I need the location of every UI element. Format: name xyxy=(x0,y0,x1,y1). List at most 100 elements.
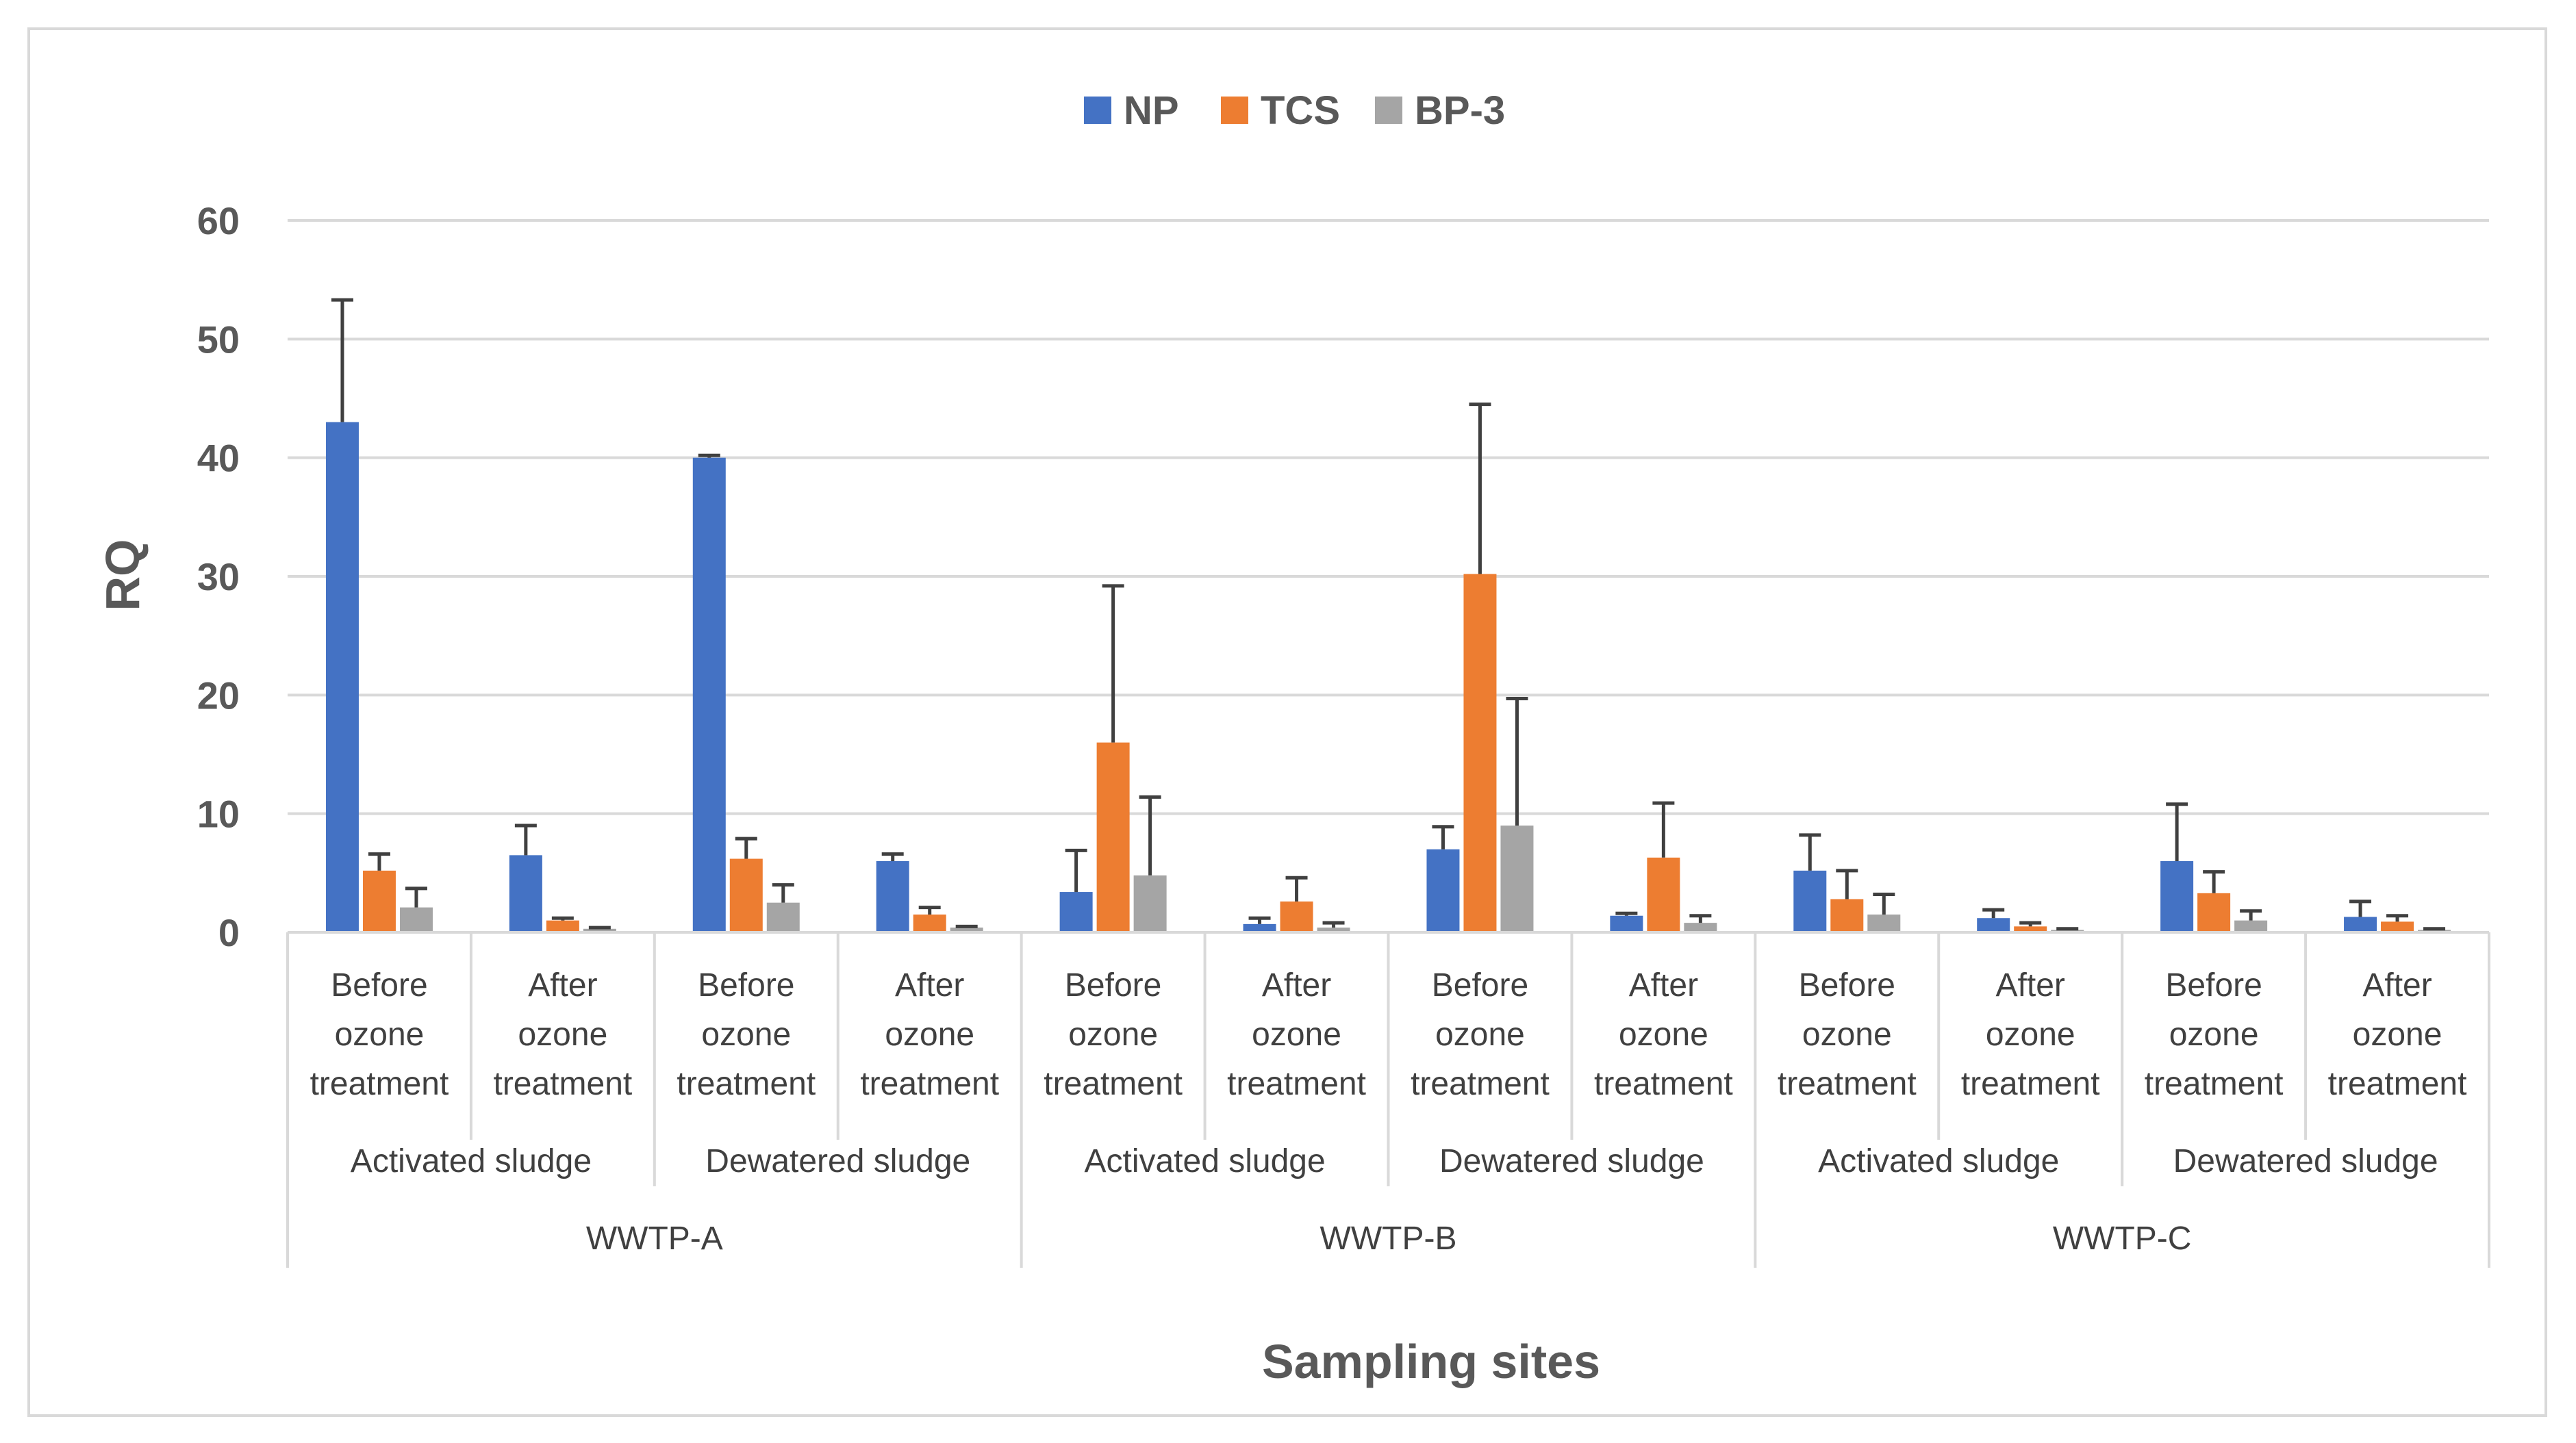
bar-np xyxy=(1243,923,1276,932)
x-tick-label-treatment: ozone xyxy=(1252,1017,1341,1053)
bar-np xyxy=(2160,861,2194,932)
x-tick-label-treatment: treatment xyxy=(1411,1066,1550,1102)
x-tick-label-treatment: ozone xyxy=(1435,1017,1525,1053)
bar-np xyxy=(1610,915,1643,932)
y-tick-labels: 0 10 20 30 40 50 60 xyxy=(197,199,240,954)
bar-bp-3 xyxy=(1500,826,1534,932)
legend-swatch-tcs xyxy=(1221,97,1248,124)
bar-np xyxy=(692,457,726,932)
bar-tcs xyxy=(1830,899,1864,932)
x-tick-label-treatment: treatment xyxy=(1594,1066,1733,1102)
bar-np xyxy=(1059,892,1093,932)
legend-label-tcs: TCS xyxy=(1261,88,1340,133)
x-tick-label-site: WWTP-B xyxy=(1320,1221,1457,1257)
bar-np xyxy=(1977,918,2010,932)
x-tick-label-treatment: ozone xyxy=(701,1017,791,1053)
x-tick-label-treatment: ozone xyxy=(1802,1017,1892,1053)
x-tick-label-treatment: After xyxy=(528,967,597,1004)
bar-tcs xyxy=(2197,893,2231,932)
x-tick-label-treatment: Before xyxy=(1065,967,1161,1004)
y-tick-label: 10 xyxy=(197,793,240,836)
x-tick-label-treatment: Before xyxy=(2165,967,2262,1004)
bar-np xyxy=(1426,849,1460,932)
gridlines xyxy=(288,219,2489,815)
x-tick-label-treatment: treatment xyxy=(677,1066,816,1102)
x-tick-label-treatment: treatment xyxy=(493,1066,632,1102)
x-tick-label-treatment: Before xyxy=(1432,967,1528,1004)
x-tick-label-treatment: treatment xyxy=(310,1066,449,1102)
y-tick-label: 60 xyxy=(197,199,240,242)
x-tick-label-treatment: treatment xyxy=(2328,1066,2467,1102)
legend-swatch-np xyxy=(1084,97,1111,124)
bar-tcs xyxy=(2014,926,2047,932)
x-tick-label-treatment: ozone xyxy=(2169,1017,2259,1053)
x-tick-label-treatment: ozone xyxy=(2353,1017,2442,1053)
x-tick-label-treatment: treatment xyxy=(860,1066,999,1102)
x-tick-label-treatment: ozone xyxy=(1619,1017,1708,1053)
bar-bp-3 xyxy=(399,907,433,932)
x-tick-label-treatment: Before xyxy=(331,967,427,1004)
x-tick-label-site: WWTP-A xyxy=(586,1221,723,1257)
x-axis-title: Sampling sites xyxy=(1262,1335,1600,1388)
bar-bp-3 xyxy=(583,928,616,932)
legend-label-bp-3: BP-3 xyxy=(1415,88,1505,133)
chart-frame xyxy=(27,27,2547,1417)
x-tick-label-sludge: Dewatered sludge xyxy=(2173,1143,2438,1179)
bar-tcs xyxy=(1280,901,1313,932)
x-tick-label-site: WWTP-C xyxy=(2053,1221,2192,1257)
bar-tcs xyxy=(2381,921,2414,932)
x-tick-label-treatment: After xyxy=(1262,967,1331,1004)
x-tick-label-treatment: treatment xyxy=(1227,1066,1366,1102)
legend-label-np: NP xyxy=(1124,88,1179,133)
bar-np xyxy=(1793,870,1827,932)
bar-tcs xyxy=(729,858,763,932)
bars xyxy=(325,422,2451,932)
x-tick-label-treatment: ozone xyxy=(885,1017,974,1053)
bar-tcs xyxy=(1647,857,1680,932)
bar-bp-3 xyxy=(766,902,800,932)
x-tick-label-treatment: ozone xyxy=(335,1017,425,1053)
y-tick-label: 20 xyxy=(197,674,240,717)
x-tick-label-treatment: treatment xyxy=(1044,1066,1183,1102)
bar-bp-3 xyxy=(2234,920,2268,932)
bar-bp-3 xyxy=(950,928,983,932)
x-tick-label-sludge: Activated sludge xyxy=(1818,1143,2059,1179)
legend: NP TCS BP-3 xyxy=(1084,88,1505,133)
bar-tcs xyxy=(913,915,946,932)
x-tick-label-treatment: After xyxy=(895,967,964,1004)
bar-np xyxy=(876,861,909,932)
y-tick-label: 50 xyxy=(197,318,240,361)
bar-bp-3 xyxy=(1684,923,1717,932)
bar-tcs xyxy=(1096,742,1130,932)
bar-tcs xyxy=(1463,574,1497,932)
x-tick-label-treatment: treatment xyxy=(1961,1066,2100,1102)
x-tick-label-treatment: treatment xyxy=(1778,1066,1917,1102)
y-tick-label: 0 xyxy=(218,911,240,954)
x-tick-label-sludge: Dewatered sludge xyxy=(705,1143,970,1179)
legend-swatch-bp-3 xyxy=(1375,97,1402,124)
x-tick-label-sludge: Activated sludge xyxy=(1084,1143,1325,1179)
y-tick-label: 30 xyxy=(197,555,240,598)
x-tick-label-sludge: Dewatered sludge xyxy=(1439,1143,1704,1179)
x-tick-label-sludge: Activated sludge xyxy=(351,1143,592,1179)
bar-np xyxy=(509,855,542,932)
bar-tcs xyxy=(546,920,579,932)
x-tick-label-treatment: treatment xyxy=(2145,1066,2284,1102)
bar-tcs xyxy=(362,870,396,932)
bar-bp-3 xyxy=(1317,928,1350,932)
x-tick-label-treatment: ozone xyxy=(518,1017,607,1053)
x-tick-label-treatment: After xyxy=(1996,967,2065,1004)
x-tick-label-treatment: Before xyxy=(698,967,794,1004)
bar-np xyxy=(325,422,359,932)
y-tick-label: 40 xyxy=(197,437,240,480)
x-tick-label-treatment: After xyxy=(1629,967,1698,1004)
x-tick-label-treatment: ozone xyxy=(1986,1017,2075,1053)
bar-bp-3 xyxy=(1133,875,1167,932)
x-axis: Before ozone treatment After ozone treatment B… xyxy=(286,931,2490,1268)
bar-bp-3 xyxy=(1867,915,1901,932)
y-axis-title: RQ xyxy=(96,539,149,611)
x-tick-label-treatment: Before xyxy=(1799,967,1895,1004)
error-bars xyxy=(331,298,2446,931)
x-tick-label-treatment: ozone xyxy=(1068,1017,1158,1053)
